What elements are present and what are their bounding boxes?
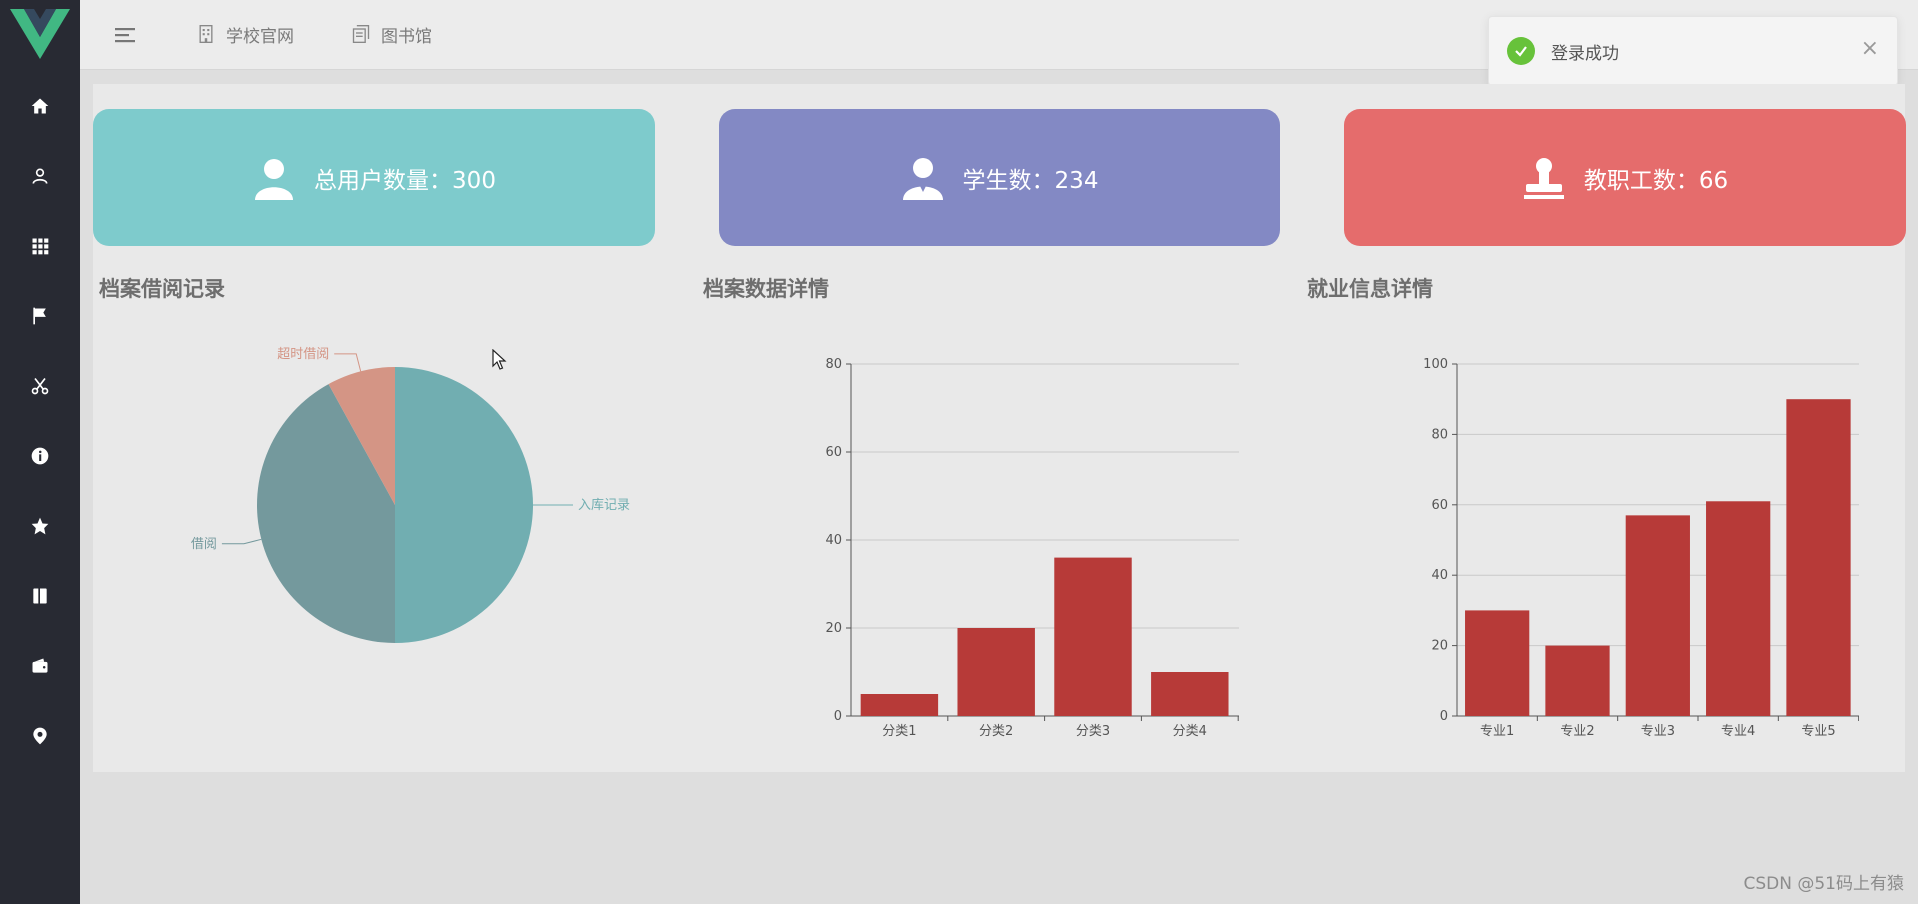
wallet-icon[interactable]: [22, 648, 58, 684]
flag-icon[interactable]: [22, 298, 58, 334]
pie-slice[interactable]: [257, 384, 395, 643]
bar[interactable]: [1706, 501, 1771, 716]
bar[interactable]: [1545, 645, 1610, 716]
stamp-icon: [1523, 157, 1564, 199]
stat-card-label: 总用户数量：300: [314, 167, 496, 194]
bar-chart-1-title: 档案数据详情: [703, 277, 829, 301]
menu-toggle-icon[interactable]: [110, 20, 140, 50]
bar[interactable]: [860, 694, 939, 716]
y-tick-label: 40: [1431, 568, 1448, 583]
user-icon[interactable]: [22, 158, 58, 194]
pie-label-line: [221, 538, 262, 545]
vue-logo-icon[interactable]: [0, 0, 80, 66]
bar[interactable]: [1151, 672, 1229, 716]
y-tick-label: 80: [1431, 427, 1448, 442]
user-icon: [255, 158, 294, 200]
scissors-icon[interactable]: [22, 368, 58, 404]
stat-card-staff: 教职工数：66: [1344, 109, 1906, 246]
stat-card-label: 教职工数：66: [1583, 167, 1729, 194]
book-icon[interactable]: [22, 578, 58, 614]
sidebar: [0, 0, 80, 904]
pie-slice-label: 入库记录: [578, 497, 630, 513]
student-icon: [902, 157, 943, 200]
pie-label-line: [334, 353, 362, 372]
bar[interactable]: [1054, 557, 1132, 716]
pie-slice-label: 借阅: [191, 537, 217, 552]
building-icon: [199, 25, 213, 43]
pie-slice[interactable]: [328, 367, 395, 505]
close-icon[interactable]: ×: [1860, 36, 1879, 61]
nav-link-label: 学校官网: [226, 26, 294, 47]
x-tick-label: 分类3: [1076, 724, 1110, 739]
grid-icon[interactable]: [22, 228, 58, 264]
x-tick-label: 专业3: [1641, 724, 1675, 739]
location-icon[interactable]: [22, 718, 58, 754]
pie-slice[interactable]: [395, 367, 533, 643]
pie-chart-title: 档案借阅记录: [99, 277, 225, 301]
bar-chart-employment: 020406080100专业1专业2专业3专业4专业5专业6: [1423, 357, 1859, 739]
library-icon: [352, 25, 370, 44]
toast-message: 登录成功: [1551, 44, 1619, 64]
y-tick-label: 100: [1423, 357, 1448, 372]
mouse-cursor-icon: [492, 349, 507, 370]
y-tick-label: 40: [825, 533, 842, 548]
x-tick-label: 分类2: [979, 724, 1013, 739]
stat-card-label: 学生数：234: [962, 167, 1099, 194]
home-icon[interactable]: [22, 88, 58, 124]
star-icon[interactable]: [22, 508, 58, 544]
x-tick-label: 专业4: [1721, 724, 1755, 739]
bar[interactable]: [1786, 399, 1851, 716]
check-circle-icon: [1507, 37, 1535, 65]
x-tick-label: 专业5: [1801, 724, 1835, 739]
nav-link-library[interactable]: 图书馆: [351, 19, 432, 49]
pie-slice-label: 超时借阅: [277, 347, 329, 362]
y-tick-label: 0: [834, 709, 842, 724]
bar-chart-archive-data: 020406080分类1分类2分类3分类4分类5: [825, 357, 1239, 739]
x-tick-label: 分类4: [1173, 724, 1207, 739]
success-toast: 登录成功 ×: [1488, 16, 1898, 86]
x-tick-label: 专业2: [1560, 724, 1594, 739]
bar[interactable]: [957, 628, 1035, 716]
nav-link-label: 图书馆: [381, 26, 432, 47]
y-tick-label: 80: [825, 357, 842, 372]
y-tick-label: 20: [1431, 639, 1448, 654]
stat-card-students: 学生数：234: [719, 109, 1280, 246]
nav-link-school-site[interactable]: 学校官网: [196, 19, 294, 49]
bar[interactable]: [1625, 515, 1690, 716]
y-tick-label: 60: [1431, 498, 1448, 513]
y-tick-label: 60: [825, 445, 842, 460]
info-icon[interactable]: [22, 438, 58, 474]
x-tick-label: 分类1: [882, 724, 916, 739]
watermark: CSDN @51码上有猿: [1743, 874, 1904, 894]
dashboard-content: 总用户数量：300 学生数：234 教职工数：66 档案借阅记录 档案数据详情 …: [93, 84, 1906, 772]
y-tick-label: 0: [1440, 709, 1448, 724]
x-tick-label: 专业1: [1480, 724, 1514, 739]
stat-card-total-users: 总用户数量：300: [93, 109, 655, 246]
bar[interactable]: [1465, 610, 1530, 716]
bar-chart-2-title: 就业信息详情: [1307, 277, 1433, 301]
y-tick-label: 20: [825, 621, 842, 636]
